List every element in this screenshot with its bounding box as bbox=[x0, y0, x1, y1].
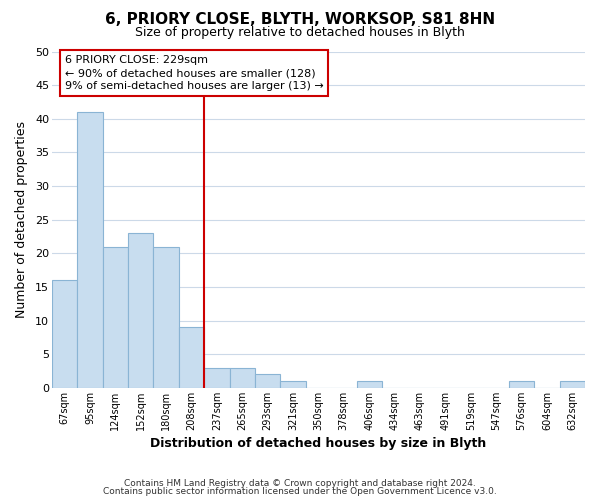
Y-axis label: Number of detached properties: Number of detached properties bbox=[15, 121, 28, 318]
Bar bbox=[230, 368, 255, 388]
Text: Contains HM Land Registry data © Crown copyright and database right 2024.: Contains HM Land Registry data © Crown c… bbox=[124, 478, 476, 488]
Bar bbox=[52, 280, 77, 388]
Bar bbox=[128, 233, 154, 388]
Text: Size of property relative to detached houses in Blyth: Size of property relative to detached ho… bbox=[135, 26, 465, 39]
Bar bbox=[356, 381, 382, 388]
Text: Contains public sector information licensed under the Open Government Licence v3: Contains public sector information licen… bbox=[103, 487, 497, 496]
Bar bbox=[509, 381, 534, 388]
Bar bbox=[560, 381, 585, 388]
X-axis label: Distribution of detached houses by size in Blyth: Distribution of detached houses by size … bbox=[150, 437, 487, 450]
Bar bbox=[77, 112, 103, 388]
Bar bbox=[255, 374, 280, 388]
Bar bbox=[280, 381, 306, 388]
Bar bbox=[103, 246, 128, 388]
Text: 6 PRIORY CLOSE: 229sqm
← 90% of detached houses are smaller (128)
9% of semi-det: 6 PRIORY CLOSE: 229sqm ← 90% of detached… bbox=[65, 55, 323, 92]
Bar bbox=[179, 328, 204, 388]
Bar bbox=[154, 246, 179, 388]
Text: 6, PRIORY CLOSE, BLYTH, WORKSOP, S81 8HN: 6, PRIORY CLOSE, BLYTH, WORKSOP, S81 8HN bbox=[105, 12, 495, 28]
Bar bbox=[204, 368, 230, 388]
